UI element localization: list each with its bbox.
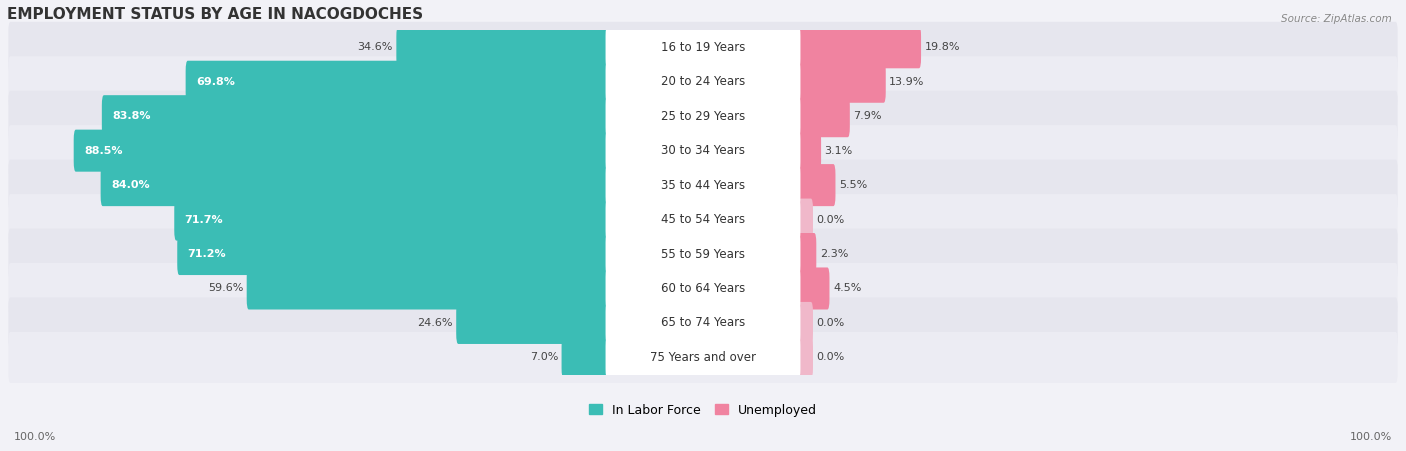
FancyBboxPatch shape — [73, 129, 607, 172]
FancyBboxPatch shape — [177, 233, 607, 275]
Text: 71.2%: 71.2% — [187, 249, 226, 259]
Text: 34.6%: 34.6% — [357, 42, 392, 52]
FancyBboxPatch shape — [8, 332, 1398, 383]
FancyBboxPatch shape — [799, 233, 817, 275]
FancyBboxPatch shape — [799, 336, 813, 378]
FancyBboxPatch shape — [8, 298, 1398, 349]
Text: 19.8%: 19.8% — [925, 42, 960, 52]
Text: 0.0%: 0.0% — [817, 318, 845, 328]
FancyBboxPatch shape — [8, 125, 1398, 176]
FancyBboxPatch shape — [246, 267, 607, 309]
Text: 100.0%: 100.0% — [1350, 432, 1392, 442]
Text: 60 to 64 Years: 60 to 64 Years — [661, 282, 745, 295]
Text: 84.0%: 84.0% — [111, 180, 149, 190]
Text: 35 to 44 Years: 35 to 44 Years — [661, 179, 745, 192]
Text: 0.0%: 0.0% — [817, 352, 845, 363]
Text: 20 to 24 Years: 20 to 24 Years — [661, 75, 745, 88]
FancyBboxPatch shape — [8, 56, 1398, 107]
FancyBboxPatch shape — [606, 129, 800, 172]
FancyBboxPatch shape — [799, 164, 835, 206]
FancyBboxPatch shape — [174, 198, 607, 240]
FancyBboxPatch shape — [799, 198, 813, 240]
Text: 25 to 29 Years: 25 to 29 Years — [661, 110, 745, 123]
Text: 13.9%: 13.9% — [889, 77, 925, 87]
Text: 0.0%: 0.0% — [817, 215, 845, 225]
FancyBboxPatch shape — [456, 302, 607, 344]
FancyBboxPatch shape — [799, 95, 849, 137]
FancyBboxPatch shape — [606, 301, 800, 345]
FancyBboxPatch shape — [101, 164, 607, 206]
Text: 55 to 59 Years: 55 to 59 Years — [661, 248, 745, 261]
FancyBboxPatch shape — [799, 267, 830, 309]
Text: 88.5%: 88.5% — [84, 146, 122, 156]
FancyBboxPatch shape — [8, 229, 1398, 280]
Text: 7.9%: 7.9% — [853, 111, 882, 121]
Legend: In Labor Force, Unemployed: In Labor Force, Unemployed — [589, 404, 817, 417]
Text: 69.8%: 69.8% — [195, 77, 235, 87]
FancyBboxPatch shape — [8, 263, 1398, 314]
FancyBboxPatch shape — [8, 22, 1398, 73]
FancyBboxPatch shape — [606, 232, 800, 276]
FancyBboxPatch shape — [606, 26, 800, 69]
Text: 5.5%: 5.5% — [839, 180, 868, 190]
FancyBboxPatch shape — [606, 267, 800, 310]
Text: EMPLOYMENT STATUS BY AGE IN NACOGDOCHES: EMPLOYMENT STATUS BY AGE IN NACOGDOCHES — [7, 7, 423, 22]
Text: 3.1%: 3.1% — [824, 146, 853, 156]
FancyBboxPatch shape — [606, 198, 800, 241]
Text: 2.3%: 2.3% — [820, 249, 848, 259]
FancyBboxPatch shape — [799, 26, 921, 68]
Text: 30 to 34 Years: 30 to 34 Years — [661, 144, 745, 157]
Text: 16 to 19 Years: 16 to 19 Years — [661, 41, 745, 54]
FancyBboxPatch shape — [606, 95, 800, 138]
Text: 65 to 74 Years: 65 to 74 Years — [661, 317, 745, 329]
Text: 83.8%: 83.8% — [112, 111, 150, 121]
Text: 59.6%: 59.6% — [208, 284, 243, 294]
FancyBboxPatch shape — [8, 194, 1398, 245]
FancyBboxPatch shape — [8, 91, 1398, 142]
Text: 7.0%: 7.0% — [530, 352, 558, 363]
FancyBboxPatch shape — [561, 336, 607, 378]
Text: 75 Years and over: 75 Years and over — [650, 351, 756, 364]
FancyBboxPatch shape — [101, 95, 607, 137]
FancyBboxPatch shape — [799, 129, 821, 172]
FancyBboxPatch shape — [799, 61, 886, 103]
Text: 4.5%: 4.5% — [832, 284, 862, 294]
Text: 71.7%: 71.7% — [184, 215, 224, 225]
FancyBboxPatch shape — [186, 61, 607, 103]
Text: 100.0%: 100.0% — [14, 432, 56, 442]
FancyBboxPatch shape — [799, 302, 813, 344]
FancyBboxPatch shape — [606, 163, 800, 207]
Text: 24.6%: 24.6% — [418, 318, 453, 328]
FancyBboxPatch shape — [396, 26, 607, 68]
FancyBboxPatch shape — [606, 60, 800, 103]
FancyBboxPatch shape — [606, 336, 800, 379]
Text: 45 to 54 Years: 45 to 54 Years — [661, 213, 745, 226]
FancyBboxPatch shape — [8, 160, 1398, 211]
Text: Source: ZipAtlas.com: Source: ZipAtlas.com — [1281, 14, 1392, 23]
